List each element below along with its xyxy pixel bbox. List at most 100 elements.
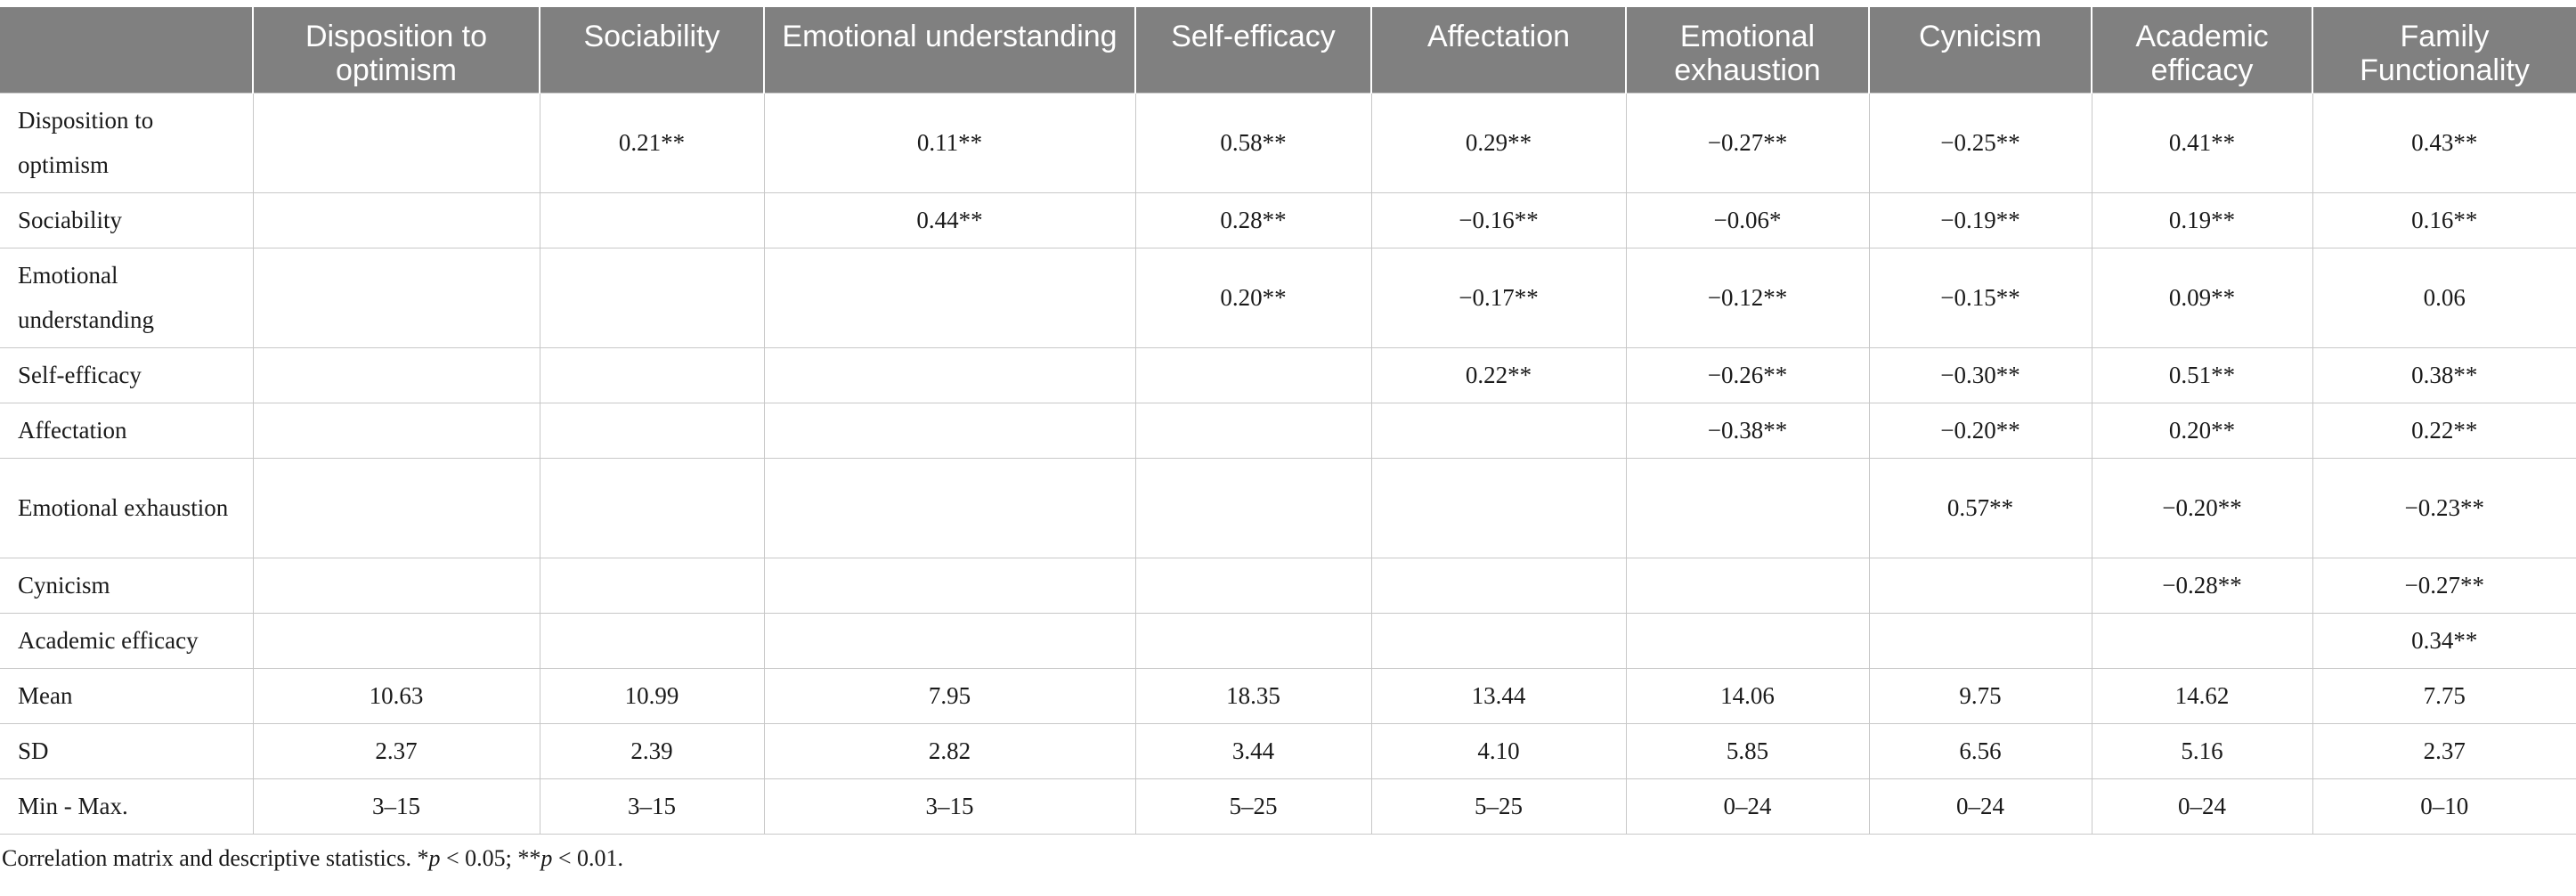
- table-cell: 6.56: [1868, 722, 2092, 779]
- table-cell: 0.06: [2312, 247, 2576, 348]
- table-cell: −0.12**: [1625, 247, 1870, 348]
- table-cell: [2091, 612, 2313, 669]
- table-cell: −0.27**: [2312, 557, 2576, 614]
- table-cell: 0.38**: [2312, 346, 2576, 403]
- table-cell: −0.28**: [2091, 557, 2313, 614]
- table-cell: 0–24: [1625, 778, 1870, 835]
- table-cell: 0.44**: [763, 191, 1136, 248]
- row-label: Disposition to optimism: [0, 92, 254, 193]
- table-cell: 10.99: [539, 667, 765, 724]
- table-cell: [1134, 612, 1372, 669]
- table-cell: [1370, 612, 1627, 669]
- table-cell: [539, 346, 765, 403]
- row-label: SD: [0, 722, 254, 779]
- table-body: Disposition to optimism 0.21** 0.11** 0.58*…: [0, 92, 2576, 835]
- column-header: Emotional understanding: [763, 7, 1135, 93]
- table-cell: [252, 457, 540, 558]
- column-header: Family Functionality: [2312, 7, 2576, 93]
- table-cell: 10.63: [252, 667, 540, 724]
- table-cell: 14.06: [1625, 667, 1870, 724]
- table-cell: 18.35: [1134, 667, 1372, 724]
- table-cell: [763, 402, 1136, 459]
- table-cell: −0.20**: [1868, 402, 2092, 459]
- table-cell: −0.38**: [1625, 402, 1870, 459]
- table-footnote: Correlation matrix and descriptive stati…: [0, 845, 2576, 872]
- table-row: Sociability 0.44** 0.28** −0.16** −0.06* −0.1…: [0, 191, 2576, 248]
- table-cell: 2.39: [539, 722, 765, 779]
- row-label: Emotional understanding: [0, 247, 254, 348]
- table-cell: 2.82: [763, 722, 1136, 779]
- footnote-p2-rest: < 0.01.: [552, 844, 624, 871]
- table-cell: 3–15: [252, 778, 540, 835]
- table-cell: [763, 346, 1136, 403]
- row-label: Emotional exhaustion: [0, 457, 254, 558]
- table-cell: 0.20**: [1134, 247, 1372, 348]
- table-row: SD 2.37 2.39 2.82 3.44 4.10 5.85 6.56 5.16 2.37: [0, 722, 2576, 779]
- table-cell: 0–24: [2091, 778, 2313, 835]
- table-cell: 5–25: [1370, 778, 1627, 835]
- table-cell: −0.20**: [2091, 457, 2313, 558]
- footnote-p1-rest: < 0.05;: [440, 844, 518, 871]
- table-cell: [763, 247, 1136, 348]
- table-row: Cynicism −0.28** −0.27**: [0, 557, 2576, 614]
- table-cell: 0.28**: [1134, 191, 1372, 248]
- table-cell: 3–15: [763, 778, 1136, 835]
- column-header: Self-efficacy: [1134, 7, 1371, 93]
- column-header: Emotional exhaustion: [1625, 7, 1869, 93]
- table-cell: 0.22**: [2312, 402, 2576, 459]
- column-header: Cynicism: [1868, 7, 2092, 93]
- header-corner-cell: [0, 7, 253, 93]
- column-header: Affectation: [1370, 7, 1626, 93]
- table-cell: 0.09**: [2091, 247, 2313, 348]
- table-cell: [252, 92, 540, 193]
- table-cell: 4.10: [1370, 722, 1627, 779]
- table-cell: [539, 247, 765, 348]
- table-cell: 5.85: [1625, 722, 1870, 779]
- table-cell: [763, 457, 1136, 558]
- table-cell: 0.11**: [763, 92, 1136, 193]
- table-row: Emotional exhaustion 0.57** −0.20** −0.23**: [0, 457, 2576, 558]
- row-label: Self-efficacy: [0, 346, 254, 403]
- table-row: Affectation −0.38** −0.20** 0.20** 0.22**: [0, 402, 2576, 459]
- row-label: Academic efficacy: [0, 612, 254, 669]
- table-cell: [1868, 557, 2092, 614]
- column-header: Academic efficacy: [2091, 7, 2312, 93]
- table-cell: [1625, 457, 1870, 558]
- table-cell: 3–15: [539, 778, 765, 835]
- table-row: Self-efficacy 0.22** −0.26** −0.30** 0.51** 0…: [0, 346, 2576, 403]
- table-cell: 0.16**: [2312, 191, 2576, 248]
- table-cell: [252, 247, 540, 348]
- table-cell: −0.19**: [1868, 191, 2092, 248]
- table-cell: 0.21**: [539, 92, 765, 193]
- table-cell: 0.51**: [2091, 346, 2313, 403]
- table-cell: [1625, 557, 1870, 614]
- table-row: Emotional understanding 0.20** −0.17** −0.1…: [0, 247, 2576, 348]
- footnote-p2-symbol: **: [517, 844, 541, 871]
- table-container: Disposition to optimism Sociability Emotio…: [0, 7, 2576, 872]
- table-cell: [539, 402, 765, 459]
- header-row: Disposition to optimism Sociability Emotio…: [0, 7, 2576, 93]
- table-cell: −0.16**: [1370, 191, 1627, 248]
- table-cell: 0–24: [1868, 778, 2092, 835]
- row-label: Sociability: [0, 191, 254, 248]
- table-cell: 5.16: [2091, 722, 2313, 779]
- table-cell: [1134, 557, 1372, 614]
- table-cell: −0.25**: [1868, 92, 2092, 193]
- table-cell: [1370, 557, 1627, 614]
- row-label: Min - Max.: [0, 778, 254, 835]
- table-cell: 0–10: [2312, 778, 2576, 835]
- table-cell: 3.44: [1134, 722, 1372, 779]
- row-label: Cynicism: [0, 557, 254, 614]
- table-cell: [252, 557, 540, 614]
- table-cell: [539, 557, 765, 614]
- table-cell: 0.29**: [1370, 92, 1627, 193]
- table-cell: [252, 402, 540, 459]
- column-header: Sociability: [539, 7, 764, 93]
- row-label: Mean: [0, 667, 254, 724]
- table-cell: [1625, 612, 1870, 669]
- table-cell: 5–25: [1134, 778, 1372, 835]
- table-cell: 0.58**: [1134, 92, 1372, 193]
- table-cell: 0.22**: [1370, 346, 1627, 403]
- table-cell: [763, 612, 1136, 669]
- table-cell: [1134, 402, 1372, 459]
